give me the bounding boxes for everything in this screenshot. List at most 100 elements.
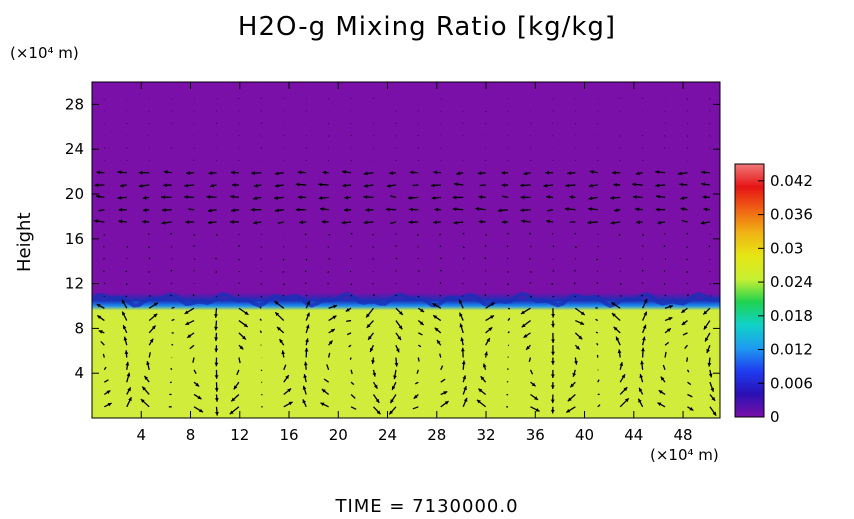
wind-vector <box>342 170 352 174</box>
colorbar-tick-label: 0.024 <box>770 273 813 291</box>
wind-vector <box>664 304 674 309</box>
wind-vector <box>660 376 666 383</box>
wind-vector <box>613 326 621 334</box>
wind-vector <box>297 195 307 200</box>
wind-vector <box>395 344 400 353</box>
wind-vector <box>462 385 467 395</box>
wind-vector <box>574 357 578 365</box>
wind-vector <box>439 294 442 297</box>
y-tick-label: 24 <box>65 140 84 158</box>
wind-vector <box>440 378 446 383</box>
wind-vector <box>615 336 621 346</box>
wind-vector <box>663 283 666 285</box>
wind-vector <box>250 207 262 212</box>
wind-vector <box>702 307 711 315</box>
wind-vector <box>462 397 468 408</box>
wind-vector <box>184 183 195 188</box>
wind-vector <box>655 183 666 188</box>
wind-vector <box>162 208 172 212</box>
wind-vector <box>238 357 241 364</box>
wind-vector <box>460 337 465 346</box>
wind-vector <box>702 195 710 199</box>
wind-vector <box>687 393 693 398</box>
wind-vector <box>475 207 486 211</box>
wind-vector <box>148 313 158 322</box>
wind-vector <box>251 171 262 176</box>
wind-vector <box>484 257 487 260</box>
wind-vector <box>305 338 309 346</box>
x-axis-unit: (×10⁴ m) <box>650 446 719 464</box>
wind-vector <box>545 219 554 224</box>
wind-vector <box>117 170 127 175</box>
wind-vector <box>552 245 555 248</box>
wind-vector <box>161 220 172 225</box>
wind-vector <box>458 299 464 309</box>
wind-vector <box>617 349 622 358</box>
wind-vector <box>707 357 712 367</box>
wind-vector <box>595 307 598 309</box>
wind-vector <box>253 183 262 188</box>
wind-vector <box>701 182 711 187</box>
wind-vector <box>484 351 488 358</box>
wind-vector <box>664 327 672 334</box>
wind-vector <box>546 195 553 199</box>
wind-vector <box>94 219 105 224</box>
wind-vector <box>551 357 555 365</box>
wind-vector <box>372 381 378 389</box>
wind-vector <box>214 332 219 342</box>
wind-vector <box>619 373 626 383</box>
wind-vector <box>283 283 285 286</box>
wind-vector <box>417 357 420 362</box>
wind-vector <box>305 300 311 309</box>
y-tick-label: 4 <box>74 364 84 382</box>
wind-vector <box>708 369 713 378</box>
wind-vector <box>506 257 509 260</box>
wind-vector <box>274 311 285 322</box>
wind-vector <box>408 220 419 225</box>
wind-vector <box>148 325 157 334</box>
wind-vector <box>122 324 128 334</box>
wind-vector <box>709 381 715 392</box>
wind-vector <box>682 332 688 336</box>
wind-vector <box>452 195 464 200</box>
wind-vector <box>391 381 397 391</box>
wind-vector <box>552 270 555 272</box>
wind-vector <box>619 362 624 371</box>
wind-vector <box>350 283 353 286</box>
wind-vector <box>416 369 419 374</box>
wind-vector <box>350 369 353 375</box>
wind-vector <box>476 399 487 408</box>
wind-vector <box>215 233 218 236</box>
wind-vector <box>462 257 465 260</box>
wind-vector <box>214 369 219 379</box>
wind-vector <box>214 382 219 392</box>
wind-vector <box>664 341 670 346</box>
y-axis-unit: (×10⁴ m) <box>10 44 79 62</box>
wind-vector <box>363 195 374 199</box>
wind-vector <box>140 398 150 408</box>
wind-vector <box>148 352 151 358</box>
wind-vector <box>635 171 643 176</box>
wind-vector <box>253 196 262 201</box>
wind-vector <box>96 314 105 322</box>
wind-vector <box>574 332 583 340</box>
wind-vector <box>103 257 105 260</box>
plot-frame <box>91 81 721 419</box>
x-tick-label: 36 <box>526 426 545 444</box>
wind-vector <box>550 369 555 378</box>
wind-vector <box>596 282 599 284</box>
wind-vector <box>610 196 621 200</box>
wind-vector <box>440 390 448 396</box>
wind-vector <box>238 307 249 316</box>
wind-vector <box>100 340 105 346</box>
x-tick-label: 20 <box>329 426 348 444</box>
wind-vector <box>507 317 511 321</box>
wind-vector <box>348 344 352 348</box>
wind-vector <box>611 312 621 322</box>
wind-vector <box>273 196 284 200</box>
wind-vector <box>121 299 128 309</box>
wind-vector <box>318 182 329 187</box>
wind-vector <box>521 219 531 224</box>
wind-vector <box>551 308 555 318</box>
